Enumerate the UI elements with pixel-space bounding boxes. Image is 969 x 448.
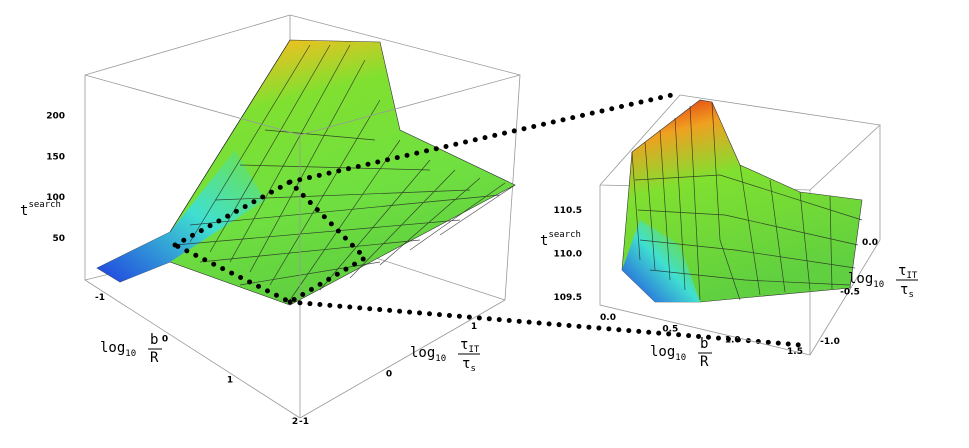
z-tick-label: 110.0 <box>554 250 582 260</box>
label-part: 10 <box>675 353 686 363</box>
label-part: 10 <box>125 349 136 359</box>
left-surface <box>96 39 516 306</box>
label-part: s <box>908 290 913 300</box>
x-axis-label: log10 b R <box>100 332 162 366</box>
x-tick-label: 1.5 <box>787 347 803 357</box>
x-tick-label: -1 <box>95 293 105 303</box>
label-part: log <box>100 340 125 356</box>
x-tick-label: 1.0 <box>725 336 741 346</box>
y-tick-label: -0.5 <box>840 288 860 298</box>
label-part: 10 <box>435 354 446 364</box>
x-tick-label: 0 <box>162 334 168 344</box>
label-part: R <box>700 354 709 370</box>
svg-text:τIT: τIT <box>898 263 918 281</box>
zoom-dots <box>172 92 803 348</box>
y-tick-label: 0.0 <box>862 238 878 248</box>
label-part: τ <box>460 337 468 353</box>
z-axis-label: tsearch <box>540 230 581 249</box>
label-part: b <box>700 336 708 352</box>
y-tick-label: -1 <box>299 417 309 427</box>
svg-text:log10: log10 <box>650 344 686 363</box>
label-part: search <box>548 230 581 240</box>
x-tick-label: 0.5 <box>662 324 678 334</box>
x-tick-label: 0.0 <box>600 313 616 323</box>
label-part: τ <box>898 263 906 279</box>
y-tick-label: 0 <box>386 370 392 380</box>
z-tick-label: 100 <box>46 193 65 203</box>
svg-text:τIT: τIT <box>460 337 480 355</box>
svg-text:τs: τs <box>462 356 476 374</box>
z-tick-label: 110.5 <box>554 206 582 216</box>
z-tick-label: 109.5 <box>554 293 582 303</box>
svg-text:τs: τs <box>900 282 914 300</box>
svg-text:log10: log10 <box>410 345 446 364</box>
x-axis-label: log10 b R <box>650 336 712 370</box>
z-tick-label: 50 <box>52 234 65 244</box>
label-part: τ <box>900 282 908 298</box>
label-part: IT <box>906 271 917 281</box>
y-axis-label: log10 τIT τs <box>410 337 480 374</box>
label-part: t <box>540 233 548 249</box>
label-part: search <box>28 200 61 210</box>
y-tick-label: 1 <box>471 322 477 332</box>
label-part: R <box>150 350 159 366</box>
label-part: s <box>470 364 475 374</box>
label-part: log <box>410 345 435 361</box>
label-part: IT <box>468 345 479 355</box>
x-tick-label: 1 <box>227 376 233 386</box>
x-tick-label: 2 <box>292 417 298 427</box>
y-tick-label: -1.0 <box>820 337 840 347</box>
label-part: log <box>650 344 675 360</box>
z-axis-label: tsearch <box>20 200 61 219</box>
label-part: b <box>150 332 158 348</box>
right-surface <box>621 99 863 303</box>
svg-text:log10: log10 <box>848 271 884 290</box>
svg-text:log10: log10 <box>100 340 136 359</box>
z-tick-label: 150 <box>46 152 65 162</box>
label-part: t <box>20 203 28 219</box>
label-part: log <box>848 271 873 287</box>
label-part: 10 <box>873 280 884 290</box>
label-part: τ <box>462 356 470 372</box>
y-axis-label: log10 τIT τs <box>848 263 918 300</box>
z-tick-label: 200 <box>46 111 65 121</box>
